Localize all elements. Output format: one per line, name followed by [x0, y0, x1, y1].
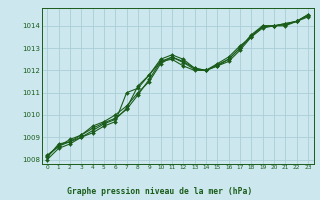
Text: Graphe pression niveau de la mer (hPa): Graphe pression niveau de la mer (hPa) — [68, 187, 252, 196]
